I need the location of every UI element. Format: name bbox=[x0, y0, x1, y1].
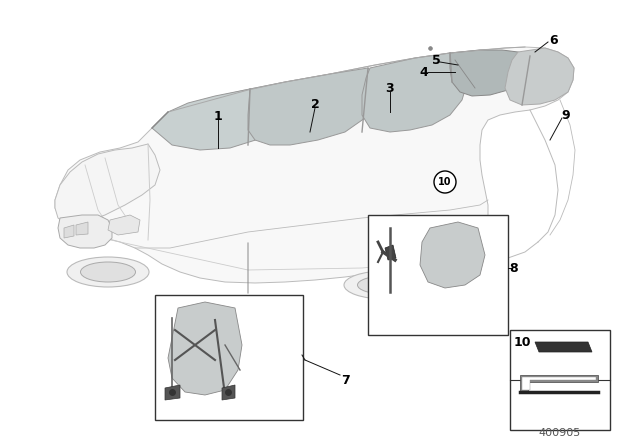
Polygon shape bbox=[222, 385, 235, 400]
Polygon shape bbox=[108, 215, 140, 235]
Polygon shape bbox=[55, 47, 574, 283]
Text: 4: 4 bbox=[420, 65, 428, 78]
Text: 10: 10 bbox=[514, 336, 531, 349]
Polygon shape bbox=[64, 225, 74, 238]
Polygon shape bbox=[152, 89, 290, 150]
Polygon shape bbox=[168, 302, 242, 395]
Text: 6: 6 bbox=[550, 34, 558, 47]
Text: 8: 8 bbox=[509, 262, 518, 275]
Polygon shape bbox=[420, 222, 485, 288]
Polygon shape bbox=[385, 245, 396, 260]
Polygon shape bbox=[55, 144, 160, 225]
Ellipse shape bbox=[67, 257, 149, 287]
FancyBboxPatch shape bbox=[155, 295, 303, 420]
Polygon shape bbox=[505, 48, 574, 105]
Text: 2: 2 bbox=[310, 98, 319, 111]
Polygon shape bbox=[76, 222, 88, 235]
Polygon shape bbox=[522, 377, 596, 390]
Polygon shape bbox=[248, 68, 378, 145]
Circle shape bbox=[434, 171, 456, 193]
FancyBboxPatch shape bbox=[368, 215, 508, 335]
Text: 7: 7 bbox=[340, 374, 349, 387]
Text: 1: 1 bbox=[214, 109, 222, 122]
Text: 400905: 400905 bbox=[539, 428, 581, 438]
FancyBboxPatch shape bbox=[510, 330, 610, 430]
Ellipse shape bbox=[344, 271, 426, 299]
Ellipse shape bbox=[81, 262, 136, 282]
Text: 5: 5 bbox=[431, 53, 440, 66]
Text: 10: 10 bbox=[438, 177, 452, 187]
Ellipse shape bbox=[358, 276, 413, 294]
Polygon shape bbox=[362, 53, 468, 132]
Polygon shape bbox=[58, 215, 112, 248]
Polygon shape bbox=[535, 342, 592, 352]
Text: 9: 9 bbox=[562, 108, 570, 121]
Text: 3: 3 bbox=[386, 82, 394, 95]
Polygon shape bbox=[450, 50, 530, 96]
Polygon shape bbox=[165, 385, 180, 400]
Polygon shape bbox=[520, 375, 598, 392]
